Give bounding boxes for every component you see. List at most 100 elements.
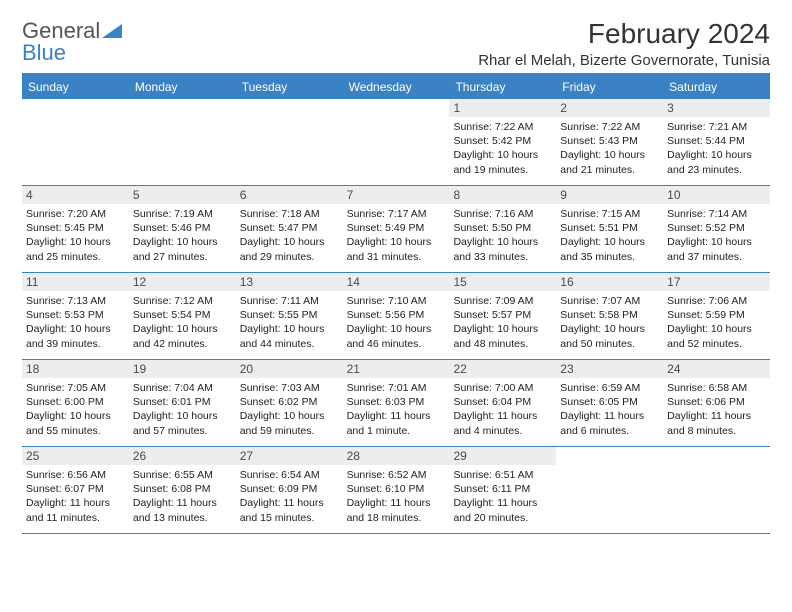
day-cell: 12 Sunrise: 7:12 AMSunset: 5:54 PMDayligh… [129,273,236,359]
day-cell: 29 Sunrise: 6:51 AMSunset: 6:11 PMDayligh… [449,447,556,533]
day-number: 5 [129,186,236,204]
day-number: 23 [556,360,663,378]
sun-info: Sunrise: 7:05 AMSunset: 6:00 PMDaylight:… [26,381,125,438]
day-cell: 11 Sunrise: 7:13 AMSunset: 5:53 PMDayligh… [22,273,129,359]
day-cell: 13 Sunrise: 7:11 AMSunset: 5:55 PMDayligh… [236,273,343,359]
day-number: 29 [449,447,556,465]
week-row: 11 Sunrise: 7:13 AMSunset: 5:53 PMDayligh… [22,273,770,360]
day-number: 20 [236,360,343,378]
sun-info: Sunrise: 7:07 AMSunset: 5:58 PMDaylight:… [560,294,659,351]
day-cell: 24 Sunrise: 6:58 AMSunset: 6:06 PMDayligh… [663,360,770,446]
sun-info: Sunrise: 6:56 AMSunset: 6:07 PMDaylight:… [26,468,125,525]
day-number: 15 [449,273,556,291]
dayname-wed: Wednesday [343,75,450,99]
day-cell: 26 Sunrise: 6:55 AMSunset: 6:08 PMDayligh… [129,447,236,533]
day-cell: 3 Sunrise: 7:21 AMSunset: 5:44 PMDaylight… [663,99,770,185]
sun-info: Sunrise: 6:54 AMSunset: 6:09 PMDaylight:… [240,468,339,525]
day-cell: 21 Sunrise: 7:01 AMSunset: 6:03 PMDayligh… [343,360,450,446]
day-number: 9 [556,186,663,204]
day-cell: 8 Sunrise: 7:16 AMSunset: 5:50 PMDaylight… [449,186,556,272]
week-row: 4 Sunrise: 7:20 AMSunset: 5:45 PMDaylight… [22,186,770,273]
day-cell: 22 Sunrise: 7:00 AMSunset: 6:04 PMDayligh… [449,360,556,446]
sun-info: Sunrise: 6:59 AMSunset: 6:05 PMDaylight:… [560,381,659,438]
sun-info: Sunrise: 6:58 AMSunset: 6:06 PMDaylight:… [667,381,766,438]
day-cell: 1Sunrise: 7:22 AMSunset: 5:42 PMDaylight… [449,99,556,185]
day-number: 10 [663,186,770,204]
day-number: 16 [556,273,663,291]
sun-info: Sunrise: 7:00 AMSunset: 6:04 PMDaylight:… [453,381,552,438]
sun-info: Sunrise: 7:06 AMSunset: 5:59 PMDaylight:… [667,294,766,351]
sun-info: Sunrise: 6:51 AMSunset: 6:11 PMDaylight:… [453,468,552,525]
sun-info: Sunrise: 6:55 AMSunset: 6:08 PMDaylight:… [133,468,232,525]
sun-info: Sunrise: 7:20 AMSunset: 5:45 PMDaylight:… [26,207,125,264]
day-number: 25 [22,447,129,465]
day-number: 27 [236,447,343,465]
day-cell: 4 Sunrise: 7:20 AMSunset: 5:45 PMDaylight… [22,186,129,272]
day-number: 18 [22,360,129,378]
day-number: 13 [236,273,343,291]
logo-triangle-icon [102,24,122,43]
dayname-fri: Friday [556,75,663,99]
logo-text-blue: Blue [22,40,122,66]
day-number: 8 [449,186,556,204]
day-cell: 17 Sunrise: 7:06 AMSunset: 5:59 PMDayligh… [663,273,770,359]
sun-info: Sunrise: 7:09 AMSunset: 5:57 PMDaylight:… [453,294,552,351]
sun-info: Sunrise: 7:17 AMSunset: 5:49 PMDaylight:… [347,207,446,264]
day-number: 7 [343,186,450,204]
day-cell: 27 Sunrise: 6:54 AMSunset: 6:09 PMDayligh… [236,447,343,533]
day-cell: . [236,99,343,185]
calendar: Sunday Monday Tuesday Wednesday Thursday… [22,73,770,534]
day-cell: 15 Sunrise: 7:09 AMSunset: 5:57 PMDayligh… [449,273,556,359]
day-cell: . [556,447,663,533]
sun-info: Sunrise: 7:22 AMSunset: 5:43 PMDaylight:… [560,120,659,177]
sun-info: Sunrise: 7:14 AMSunset: 5:52 PMDaylight:… [667,207,766,264]
day-number: 26 [129,447,236,465]
day-cell: 19Sunrise: 7:04 AMSunset: 6:01 PMDayligh… [129,360,236,446]
week-row: ....1Sunrise: 7:22 AMSunset: 5:42 PMDayl… [22,99,770,186]
day-cell: . [343,99,450,185]
sun-info: Sunrise: 7:16 AMSunset: 5:50 PMDaylight:… [453,207,552,264]
day-cell: 20 Sunrise: 7:03 AMSunset: 6:02 PMDayligh… [236,360,343,446]
day-cell: 9 Sunrise: 7:15 AMSunset: 5:51 PMDaylight… [556,186,663,272]
day-number: 3 [663,99,770,117]
day-cell: 2 Sunrise: 7:22 AMSunset: 5:43 PMDaylight… [556,99,663,185]
sun-info: Sunrise: 7:03 AMSunset: 6:02 PMDaylight:… [240,381,339,438]
day-cell: 16 Sunrise: 7:07 AMSunset: 5:58 PMDayligh… [556,273,663,359]
sun-info: Sunrise: 7:18 AMSunset: 5:47 PMDaylight:… [240,207,339,264]
sun-info: Sunrise: 7:01 AMSunset: 6:03 PMDaylight:… [347,381,446,438]
day-cell: 10 Sunrise: 7:14 AMSunset: 5:52 PMDayligh… [663,186,770,272]
dayname-mon: Monday [129,75,236,99]
weeks-container: ....1Sunrise: 7:22 AMSunset: 5:42 PMDayl… [22,99,770,534]
day-number: 22 [449,360,556,378]
day-number: 1 [449,99,556,117]
day-number: 17 [663,273,770,291]
day-cell: 5Sunrise: 7:19 AMSunset: 5:46 PMDaylight… [129,186,236,272]
dayname-thu: Thursday [449,75,556,99]
day-number: 24 [663,360,770,378]
day-number: 11 [22,273,129,291]
day-number: 4 [22,186,129,204]
month-title: February 2024 [478,18,770,50]
day-number: 14 [343,273,450,291]
day-cell: . [22,99,129,185]
day-number: 21 [343,360,450,378]
day-cell: 6Sunrise: 7:18 AMSunset: 5:47 PMDaylight… [236,186,343,272]
sun-info: Sunrise: 7:21 AMSunset: 5:44 PMDaylight:… [667,120,766,177]
day-number: 2 [556,99,663,117]
sun-info: Sunrise: 7:15 AMSunset: 5:51 PMDaylight:… [560,207,659,264]
day-cell: 7 Sunrise: 7:17 AMSunset: 5:49 PMDaylight… [343,186,450,272]
location-text: Rhar el Melah, Bizerte Governorate, Tuni… [478,52,770,69]
dayname-row: Sunday Monday Tuesday Wednesday Thursday… [22,75,770,99]
sun-info: Sunrise: 7:13 AMSunset: 5:53 PMDaylight:… [26,294,125,351]
day-number: 12 [129,273,236,291]
day-cell: . [129,99,236,185]
week-row: 25 Sunrise: 6:56 AMSunset: 6:07 PMDayligh… [22,447,770,534]
sun-info: Sunrise: 7:12 AMSunset: 5:54 PMDaylight:… [133,294,232,351]
header: General Blue February 2024 Rhar el Melah… [22,18,770,69]
sun-info: Sunrise: 7:10 AMSunset: 5:56 PMDaylight:… [347,294,446,351]
day-cell: 18 Sunrise: 7:05 AMSunset: 6:00 PMDayligh… [22,360,129,446]
sun-info: Sunrise: 7:11 AMSunset: 5:55 PMDaylight:… [240,294,339,351]
sun-info: Sunrise: 6:52 AMSunset: 6:10 PMDaylight:… [347,468,446,525]
day-number: 28 [343,447,450,465]
day-cell: . [663,447,770,533]
